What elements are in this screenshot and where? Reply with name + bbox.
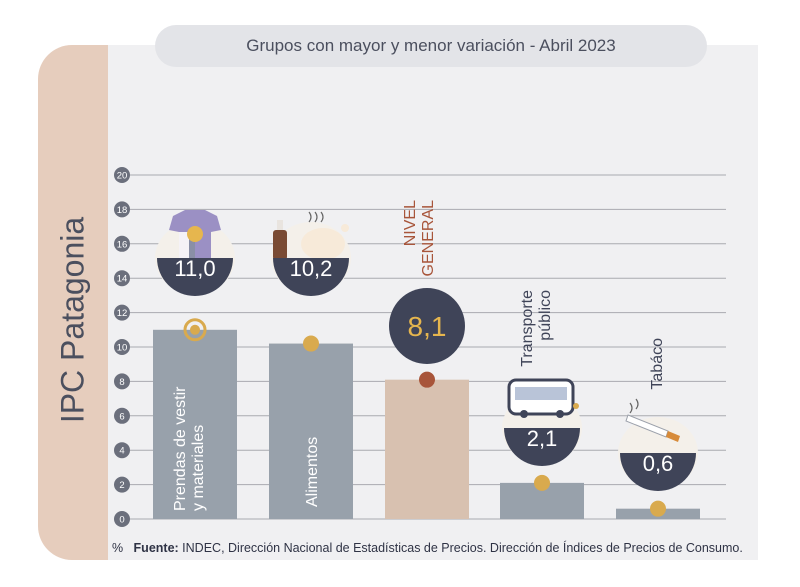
category-label-line: público: [537, 290, 554, 341]
tick-marker: [114, 373, 130, 390]
tick-marker: [114, 201, 130, 218]
value-bubble: [504, 428, 580, 466]
category-label-line: y materiales: [190, 425, 207, 511]
tick-marker: [114, 442, 130, 459]
data-point-marker: [534, 474, 550, 491]
category-label-line: Prendas de vestir: [172, 386, 189, 511]
value-label: 11,0: [174, 256, 215, 281]
bar-0: [153, 329, 237, 519]
tshirt-icon: [169, 210, 221, 262]
tick-marker: [114, 270, 130, 287]
unit-label: %: [112, 541, 124, 555]
tick-marker: [114, 511, 130, 527]
value-bubble: [273, 258, 349, 296]
y-tick-label: 6: [119, 411, 124, 422]
cigarette-icon: [625, 398, 680, 442]
value-label: 8,1: [408, 311, 447, 342]
side-panel: [38, 45, 108, 560]
y-tick-label: 2: [119, 480, 124, 491]
food-icon: [273, 211, 349, 260]
tick-marker: [114, 476, 130, 493]
data-point-marker-inner: [190, 324, 200, 335]
category-label: Tabáco: [649, 338, 666, 390]
value-label: 10,2: [290, 256, 333, 281]
category-label-line: Tabáco: [649, 338, 666, 390]
tick-marker: [114, 235, 130, 252]
value-label: 2,1: [527, 426, 558, 451]
category-label-line: Transporte: [519, 290, 536, 367]
y-tick-label: 12: [117, 308, 128, 319]
bar-1: [269, 343, 353, 519]
category-label: NIVELGENERAL: [402, 200, 437, 277]
tick-marker: [114, 339, 130, 355]
category-label: Prendas de vestiry materiales: [172, 386, 207, 511]
y-tick-label: 18: [117, 205, 128, 216]
value-label: 0,6: [643, 451, 674, 476]
category-label-line: GENERAL: [420, 200, 437, 277]
chart-title: Grupos con mayor y menor variación - Abr…: [155, 25, 707, 67]
y-tick-label: 4: [119, 446, 124, 457]
bar-2: [385, 379, 469, 519]
category-label: Alimentos: [304, 437, 321, 507]
y-tick-label: 20: [117, 171, 128, 182]
value-bubble: [389, 288, 465, 364]
tick-marker: [114, 407, 130, 424]
data-point-marker: [183, 318, 207, 342]
value-bubble: [620, 453, 696, 491]
data-point-marker: [650, 500, 666, 517]
tick-marker: [114, 304, 130, 321]
y-tick-label: 0: [119, 515, 124, 526]
category-label-line: Alimentos: [304, 437, 321, 507]
value-bubble: [157, 258, 233, 296]
source-text: INDEC, Dirección Nacional de Estadística…: [182, 541, 743, 555]
y-tick-label: 16: [117, 239, 128, 250]
data-point-marker: [419, 371, 435, 388]
bus-icon: [507, 378, 579, 418]
footer: % Fuente: INDEC, Dirección Nacional de E…: [112, 541, 743, 555]
y-tick-label: 10: [117, 343, 128, 354]
y-tick-label: 8: [119, 377, 124, 388]
category-label-line: NIVEL: [402, 200, 419, 246]
y-tick-label: 14: [117, 274, 128, 285]
tick-marker: [114, 167, 130, 183]
category-label: Transportepúblico: [519, 290, 554, 367]
data-point-marker: [303, 335, 319, 352]
source-label: Fuente:: [133, 541, 179, 555]
